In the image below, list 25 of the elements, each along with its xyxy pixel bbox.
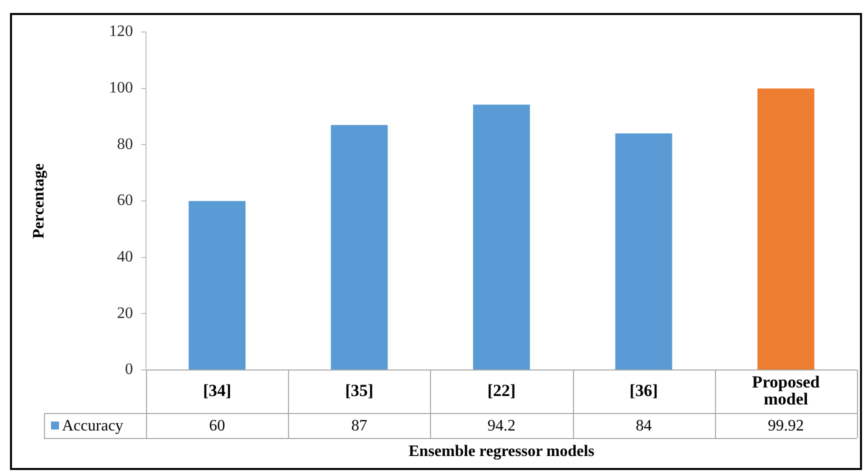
data-label: 60 bbox=[209, 418, 226, 435]
y-tick-label: 0 bbox=[125, 361, 133, 378]
bar bbox=[757, 88, 814, 370]
x-tick-label: [35] bbox=[345, 380, 374, 400]
bar bbox=[615, 133, 672, 370]
bar bbox=[473, 104, 530, 370]
y-tick-label: 20 bbox=[117, 304, 133, 322]
x-tick-label: [22] bbox=[487, 380, 516, 400]
bar bbox=[188, 201, 246, 370]
y-axis-title: Percentage bbox=[30, 163, 48, 239]
data-label: 84 bbox=[636, 418, 652, 435]
data-label: 94.2 bbox=[488, 418, 516, 435]
x-tick-label: [34] bbox=[202, 380, 232, 400]
y-tick-label: 40 bbox=[117, 248, 133, 266]
y-tick-label: 60 bbox=[117, 192, 133, 210]
data-label: 99.92 bbox=[768, 418, 804, 435]
data-label: 87 bbox=[351, 418, 368, 435]
x-tick-label: [36] bbox=[630, 380, 658, 400]
y-tick-label: 120 bbox=[109, 23, 133, 40]
x-axis-title: Ensemble regressor models bbox=[408, 443, 594, 460]
x-tick-label: Proposed model bbox=[752, 372, 820, 408]
legend-label: Accuracy bbox=[62, 418, 124, 435]
bar bbox=[330, 124, 388, 370]
y-tick-label: 100 bbox=[109, 80, 133, 97]
y-tick-label: 80 bbox=[117, 136, 133, 153]
